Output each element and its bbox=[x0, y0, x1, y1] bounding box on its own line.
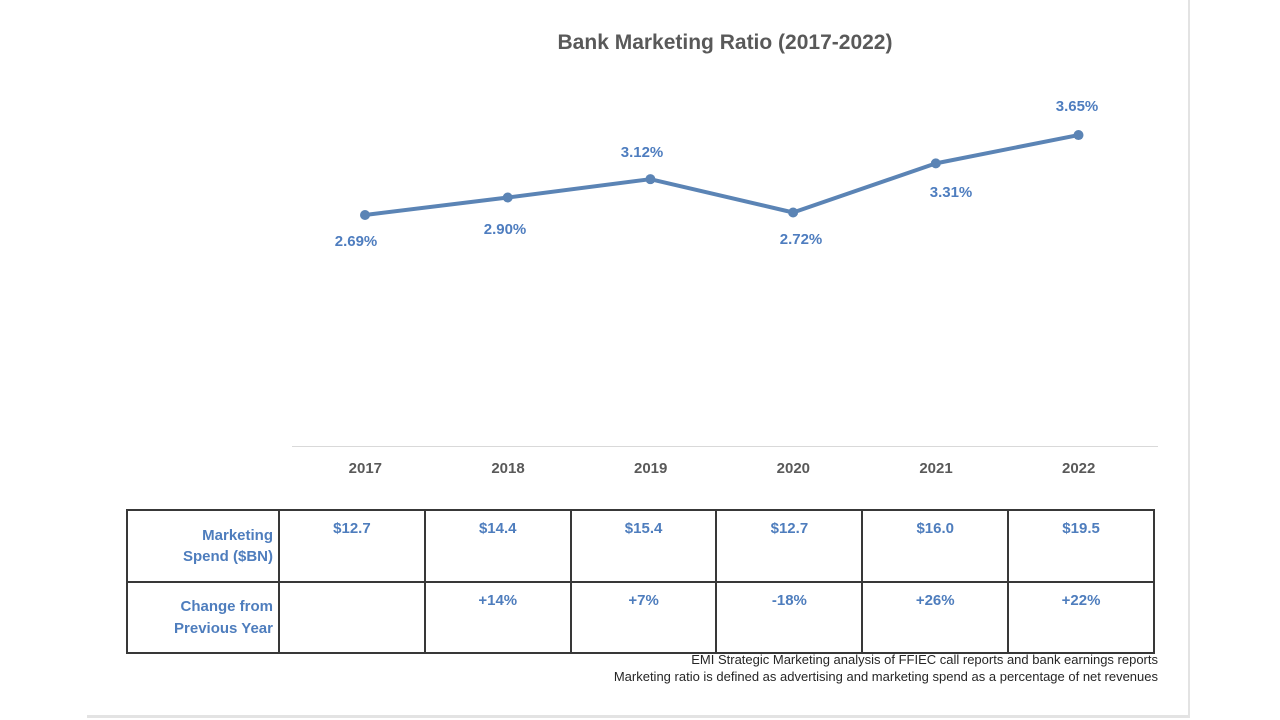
table-cell: $19.5 bbox=[1007, 509, 1155, 583]
data-point-label-2020: 2.72% bbox=[779, 231, 823, 248]
year-label-2018: 2018 bbox=[491, 460, 525, 477]
data-point-marker bbox=[788, 207, 799, 218]
year-label-2020: 2020 bbox=[776, 460, 811, 477]
data-point-label-2018: 2.90% bbox=[483, 221, 527, 238]
table-cell: $14.4 bbox=[423, 509, 572, 583]
table-cell: +26% bbox=[861, 581, 1010, 654]
definition-note: Marketing ratio is defined as advertisin… bbox=[613, 669, 1158, 685]
footer-notes: EMI Strategic Marketing analysis of FFIE… bbox=[614, 651, 1158, 685]
page-bottom-border bbox=[87, 715, 1190, 718]
table-row-marketing-spend: Marketing Spend ($BN) $12.7 $14.4 $15.4 … bbox=[126, 509, 1155, 583]
row-header-change-previous-year: Change from Previous Year bbox=[126, 581, 280, 654]
table-row-change-previous-year: Change from Previous Year +14% +7% -18% … bbox=[126, 581, 1155, 654]
year-label-2017: 2017 bbox=[348, 460, 383, 477]
row-header-line: Spend ($BN) bbox=[183, 548, 273, 565]
x-axis-line bbox=[292, 446, 1158, 447]
chart-title: Bank Marketing Ratio (2017-2022) bbox=[557, 31, 893, 54]
row-header-line: Change from bbox=[180, 598, 273, 616]
table-cell: $12.7 bbox=[278, 509, 426, 583]
table-cell: +7% bbox=[569, 581, 718, 654]
row-header-line: Previous Year bbox=[174, 619, 273, 637]
year-label-2019: 2019 bbox=[633, 460, 668, 477]
source-note: EMI Strategic Marketing analysis of FFIE… bbox=[691, 652, 1158, 667]
table-cell: $15.4 bbox=[569, 509, 718, 583]
data-point-label-2021: 3.31% bbox=[929, 184, 973, 201]
page-right-border bbox=[1188, 0, 1190, 716]
table-cell: +14% bbox=[423, 581, 572, 654]
data-point-label-2022: 3.65% bbox=[1055, 98, 1099, 115]
data-point-marker bbox=[1073, 130, 1084, 141]
data-point-label-2019: 3.12% bbox=[620, 144, 664, 161]
table-cell bbox=[278, 581, 426, 654]
data-point-marker bbox=[360, 210, 370, 220]
table-cell: +22% bbox=[1007, 581, 1155, 654]
table-cell: $16.0 bbox=[861, 509, 1010, 583]
row-header-line: Marketing bbox=[202, 526, 273, 544]
row-header-marketing-spend: Marketing Spend ($BN) bbox=[126, 509, 280, 583]
data-point-marker bbox=[645, 174, 656, 185]
table-cell-negative: -18% bbox=[715, 581, 864, 654]
data-point-marker bbox=[930, 158, 941, 169]
trend-line bbox=[363, 133, 1081, 217]
table-cell: $12.7 bbox=[715, 509, 864, 583]
year-label-2022: 2022 bbox=[1062, 460, 1096, 477]
year-label-2021: 2021 bbox=[919, 460, 953, 477]
data-point-label-2017: 2.69% bbox=[334, 233, 378, 250]
data-point-marker bbox=[502, 192, 513, 203]
data-table: Marketing Spend ($BN) $12.7 $14.4 $15.4 … bbox=[126, 509, 1155, 654]
x-axis-year-labels: 2017 2018 2019 2020 2021 2022 bbox=[294, 460, 1150, 477]
